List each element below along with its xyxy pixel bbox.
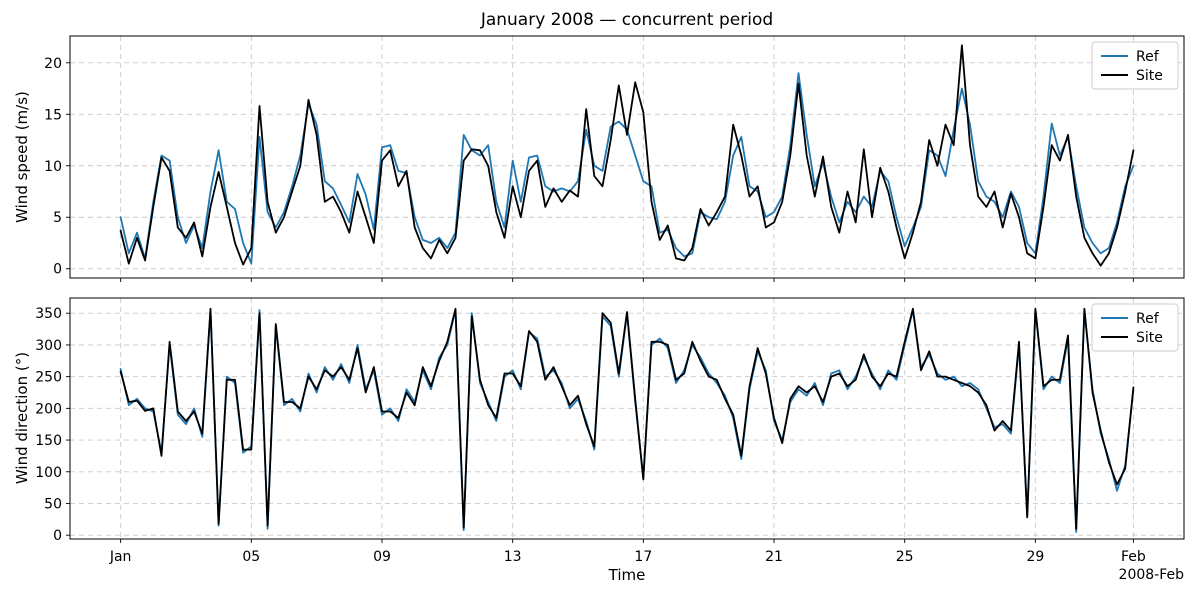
x-tick-label: 21 [765,549,783,565]
wind-speed-chart: 0 5 10 15 20 Ref Site [44,35,1185,282]
y-tick-label: 250 [35,370,62,386]
site-line [119,307,1135,530]
y-tick-label: 0 [53,262,62,278]
legend-box [1091,41,1179,90]
legend-label-ref: Ref [1136,311,1160,327]
legend-label-site: Site [1136,68,1163,84]
legend: Ref Site [1091,303,1179,352]
site-line [119,44,1135,267]
y-tick-label: 15 [44,107,62,123]
y-tick-label: 0 [53,528,62,544]
y-tick-label: 200 [35,401,62,417]
x-axis-label: Time [608,566,646,584]
x-tick-label: 29 [1026,549,1044,565]
x-tick-label: 25 [896,549,914,565]
axes-spines [69,35,1185,279]
y-tick-label: 300 [35,338,62,354]
legend: Ref Site [1091,41,1179,90]
x-tick-label: Jan [109,549,132,565]
figure-title: January 2008 — concurrent period [480,10,773,30]
y-tick-label: 350 [35,306,62,322]
y-tick-label: 100 [35,465,62,481]
legend-label-ref: Ref [1136,49,1160,65]
x-tick-label: 17 [634,549,652,565]
y-axis-label-wind-speed: Wind speed (m/s) [13,91,31,223]
y-axis-label-wind-direction: Wind direction (°) [13,352,31,484]
legend-box [1091,303,1179,352]
x-tick-label: 09 [373,549,391,565]
y-tick-label: 50 [44,496,62,512]
wind-direction-chart: Jan 05 09 13 17 21 25 29 Feb 0 50 100 150 200 250 300 35… [35,297,1185,565]
y-tick-label: 20 [44,56,62,72]
y-tick-label: 10 [44,159,62,175]
x-offset-label: 2008-Feb [1119,567,1185,583]
legend-label-site: Site [1136,330,1163,346]
x-tick-label: Feb [1121,549,1146,565]
ref-line [119,72,1135,265]
x-tick-label: 13 [504,549,522,565]
axes-spines [69,297,1185,540]
x-tick-label: 05 [242,549,260,565]
y-tick-label: 5 [53,210,62,226]
y-tick-label: 150 [35,433,62,449]
